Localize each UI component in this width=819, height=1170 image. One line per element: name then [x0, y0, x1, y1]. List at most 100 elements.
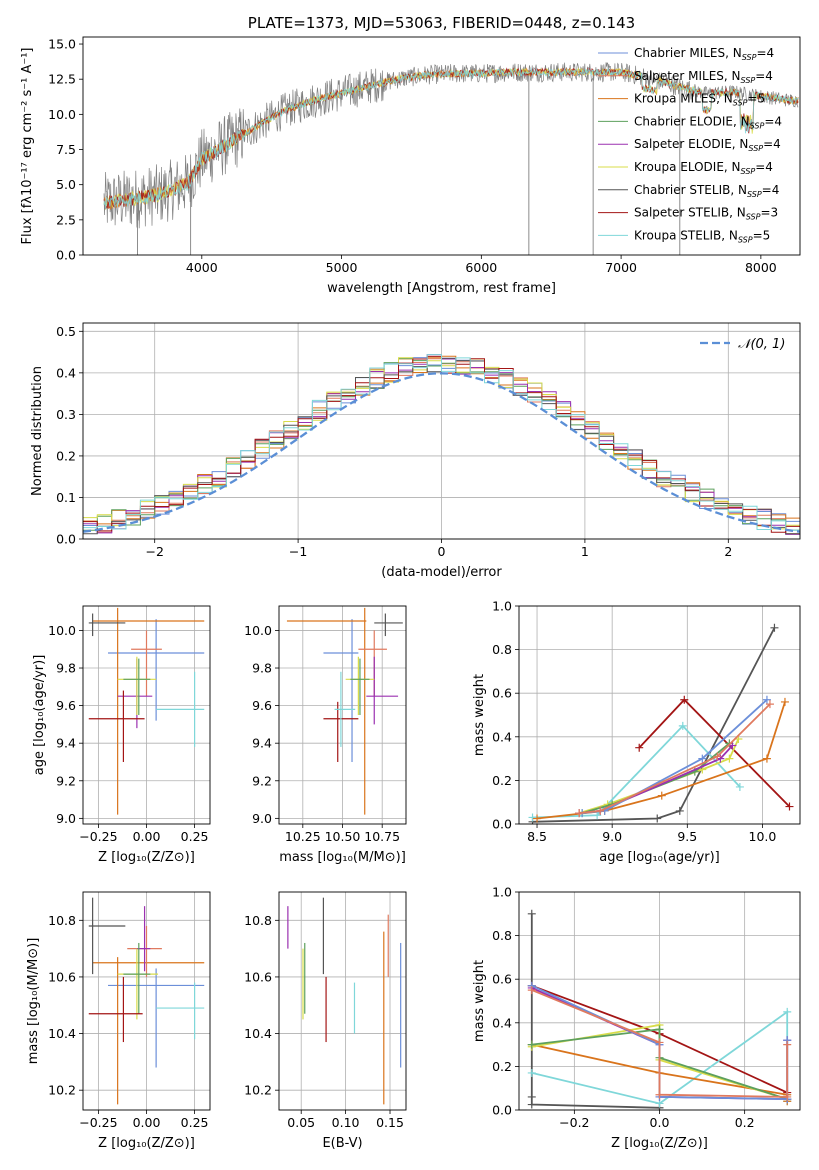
legend-nssp-subscript: SSP	[748, 144, 763, 153]
axes-age-vs-mass: 10.25 10.50 10.75 9.0 9.2 9.4 9.6 9.8 10.0 mass […	[244, 605, 407, 865]
series-point-marker	[675, 806, 684, 815]
errorbar-salpeter-stelib	[88, 690, 145, 762]
legend-nssp-prefix: , N	[721, 228, 738, 242]
y-tick-label: 0.2	[492, 773, 512, 788]
x-tick-label: 10.75	[364, 829, 400, 844]
series-line	[579, 703, 771, 814]
axes-mass-vs-ebv: 0.05 0.10 0.15 10.2 10.4 10.6 10.8 E(B-V)	[244, 891, 407, 1151]
legend-nssp-subscript: SSP	[750, 121, 765, 130]
x-tick-label: −0.25	[79, 1115, 117, 1130]
series-point-marker	[533, 814, 542, 823]
x-tick-label: 1	[581, 544, 589, 559]
x-tick-label: −2	[145, 544, 163, 559]
x-tick-label: 2	[724, 544, 732, 559]
x-tick-label: −0.2	[559, 1115, 589, 1130]
plot-area	[103, 62, 799, 255]
series-point-marker	[785, 802, 794, 811]
legend-nssp-subscript: SSP	[746, 213, 761, 222]
y-tick-label: 10.8	[48, 913, 76, 928]
x-tick-label: 8000	[745, 260, 777, 275]
y-tick-label: 0.6	[492, 972, 512, 987]
grid	[279, 892, 406, 1110]
y-tick-label: 9.8	[56, 661, 76, 676]
series-salpeter-stelib	[635, 695, 794, 811]
axes-age-vs-Z: −0.25 0.00 0.25 9.0 9.2 9.4 9.6 9.8 10.0 Z [log₁₀…	[32, 605, 211, 865]
y-tick-label: 0.2	[492, 1059, 512, 1074]
y-axis-label: mass weight	[472, 960, 487, 1042]
series-point-marker	[527, 909, 536, 918]
series-point-marker	[783, 1040, 792, 1049]
x-tick-label: 4000	[186, 260, 218, 275]
legend-nssp-value: 4	[765, 69, 773, 83]
y-tick-label: 0.0	[492, 817, 512, 832]
x-tick-label: 0.10	[332, 1115, 360, 1130]
series-line	[532, 724, 741, 819]
y-tick-label: 0.4	[492, 729, 512, 744]
model-line-kroupa-stelib	[103, 67, 799, 210]
errorbar-kroupa-stelib	[156, 671, 205, 747]
y-tick-label: 10.6	[244, 969, 272, 984]
legend-nssp-eq: =	[755, 69, 765, 83]
grid	[519, 605, 800, 825]
legend-nssp-eq: =	[764, 114, 774, 128]
y-tick-label: 0.0	[56, 532, 76, 547]
y-tick-label: 0.5	[56, 324, 76, 339]
legend-nssp-prefix: , N	[724, 160, 741, 174]
x-tick-label: 0.00	[133, 829, 161, 844]
legend-name: Kroupa ELODIE	[634, 160, 724, 174]
legend-entry: Kroupa STELIB, NSSP=5	[634, 228, 770, 244]
series-point-marker	[765, 700, 774, 709]
x-tick-label: 6000	[465, 260, 497, 275]
y-tick-label: 9.4	[252, 736, 272, 751]
errorbar-chabrier-elodie	[350, 658, 370, 715]
axes-mass-vs-Z: −0.25 0.00 0.25 10.2 10.4 10.6 10.8 Z [log₁₀(Z/…	[26, 891, 211, 1151]
legend-nssp-prefix: , N	[730, 183, 747, 197]
errorbar-salpeter-stelib	[88, 976, 143, 1043]
series-point-marker	[575, 809, 584, 818]
legend-nssp-eq: =	[756, 46, 766, 60]
series-point-marker	[680, 695, 689, 704]
series-point-marker	[527, 1040, 536, 1049]
legend-entry: Chabrier MILES, NSSP=4	[634, 46, 774, 62]
series-point-marker	[655, 1025, 664, 1034]
errorbar-chabrier-miles	[108, 619, 205, 721]
legend-name: Salpeter STELIB	[634, 206, 729, 220]
axes-residuals: 𝒩(0, 1) −2 −1 0 1 2 0.0 0.1 0.2 0.3 0.4 0.5 (data-mo…	[30, 322, 801, 580]
grid	[83, 892, 210, 1110]
legend-entry: 𝒩(0, 1)	[738, 337, 785, 352]
y-tick-label: 0.8	[492, 928, 512, 943]
series-point-marker	[527, 1092, 536, 1101]
series-point-marker	[698, 754, 707, 763]
series-point-marker	[527, 1100, 536, 1109]
errorbar-chabrier-stelib	[374, 613, 403, 637]
series-point-marker	[655, 1038, 664, 1047]
y-tick-label: 10.0	[244, 623, 272, 638]
series-point-marker	[655, 1090, 664, 1099]
legend-nssp-value: 3	[771, 206, 779, 220]
plot-area	[528, 623, 794, 824]
y-tick-label: 9.0	[252, 811, 272, 826]
y-tick-label: 0.4	[492, 1015, 512, 1030]
legend-nssp-value: 5	[763, 228, 771, 242]
legend-nssp-value: 5	[757, 92, 765, 106]
axes-frame	[518, 605, 801, 825]
legend-nssp-prefix: , N	[716, 92, 733, 106]
errorbar-chabrier-stelib	[88, 897, 126, 975]
legend-nssp-value: 4	[773, 137, 781, 151]
plot-area	[287, 897, 402, 1105]
y-tick-label: 10.4	[48, 1026, 76, 1041]
series-point-marker	[780, 697, 789, 706]
errorbar-salpeter-elodie	[366, 656, 399, 725]
legend-entry: Kroupa ELODIE, NSSP=4	[634, 160, 773, 176]
legend-nssp-eq: =	[760, 206, 770, 220]
y-tick-label: 12.5	[48, 72, 76, 87]
y-tick-label: 9.8	[252, 661, 272, 676]
y-tick-label: 0.4	[56, 365, 76, 380]
series-line	[638, 698, 791, 808]
legend-nssp-eq: =	[753, 228, 763, 242]
x-axis-label: E(B-V)	[322, 1136, 362, 1151]
series-salpeter-miles	[575, 700, 774, 818]
legend-entry: Salpeter STELIB, NSSP=3	[634, 206, 778, 222]
legend-nssp-subscript: SSP	[738, 235, 753, 244]
